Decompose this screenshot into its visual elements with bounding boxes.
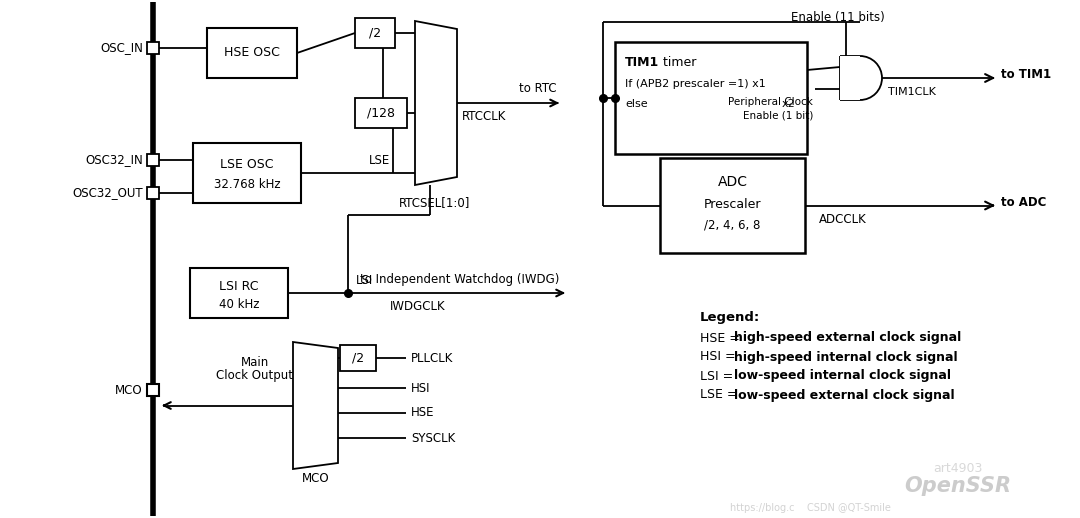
Text: low-speed internal clock signal: low-speed internal clock signal	[733, 369, 950, 382]
Text: Legend:: Legend:	[700, 311, 760, 324]
Text: OpenSSR: OpenSSR	[904, 476, 1012, 496]
Text: TIM1CLK: TIM1CLK	[888, 87, 936, 97]
Text: LSE =: LSE =	[700, 388, 742, 401]
Bar	[147, 42, 159, 54]
Bar	[660, 158, 805, 253]
Text: to TIM1: to TIM1	[1001, 68, 1051, 81]
Text: /2: /2	[369, 26, 381, 39]
Text: else: else	[625, 99, 648, 109]
Text: HSE OSC: HSE OSC	[224, 47, 280, 60]
Text: LSI =: LSI =	[700, 369, 738, 382]
Text: Main: Main	[241, 355, 269, 368]
Text: x2: x2	[781, 99, 795, 109]
Text: MCO: MCO	[301, 472, 329, 485]
Text: RTCCLK: RTCCLK	[462, 110, 507, 123]
Text: HSE: HSE	[411, 407, 434, 420]
Text: to Independent Watchdog (IWDG): to Independent Watchdog (IWDG)	[361, 274, 559, 286]
Text: PLLCLK: PLLCLK	[411, 352, 454, 365]
Text: HSI: HSI	[411, 381, 431, 395]
Text: ADCCLK: ADCCLK	[819, 213, 867, 226]
Text: OSC32_IN: OSC32_IN	[85, 153, 143, 166]
Bar	[147, 187, 159, 199]
Text: TIM1: TIM1	[625, 55, 659, 68]
Text: art4903: art4903	[933, 462, 983, 474]
Bar	[355, 98, 407, 128]
Text: Enable (1 bit): Enable (1 bit)	[743, 110, 813, 120]
Polygon shape	[840, 56, 882, 100]
Text: /128: /128	[367, 107, 395, 120]
Text: to ADC: to ADC	[1001, 196, 1047, 209]
Bar	[190, 268, 288, 318]
Text: /2: /2	[352, 352, 364, 365]
Text: OSC_IN: OSC_IN	[100, 41, 143, 54]
Text: 40 kHz: 40 kHz	[219, 297, 259, 310]
Bar	[355, 18, 395, 48]
Text: HSI =: HSI =	[700, 351, 740, 364]
Text: 32.768 kHz: 32.768 kHz	[214, 179, 281, 192]
Text: Peripheral Clock: Peripheral Clock	[728, 97, 813, 107]
Text: low-speed external clock signal: low-speed external clock signal	[733, 388, 954, 401]
Bar	[193, 143, 301, 203]
Text: Enable (11 bits): Enable (11 bits)	[792, 11, 885, 24]
Text: If (APB2 prescaler =1) x1: If (APB2 prescaler =1) x1	[625, 79, 766, 89]
Text: OSC32_OUT: OSC32_OUT	[72, 186, 143, 199]
Text: RTCSEL[1:0]: RTCSEL[1:0]	[400, 196, 471, 209]
Text: /2, 4, 6, 8: /2, 4, 6, 8	[704, 219, 760, 232]
Text: MCO: MCO	[116, 383, 143, 396]
Text: LSE OSC: LSE OSC	[220, 159, 273, 171]
Text: timer: timer	[659, 55, 697, 68]
Bar	[340, 345, 376, 371]
Text: HSE =: HSE =	[700, 332, 744, 344]
Text: Clock Output: Clock Output	[216, 369, 294, 382]
Text: LSI RC: LSI RC	[219, 280, 259, 293]
Bar	[207, 28, 297, 78]
Text: high-speed internal clock signal: high-speed internal clock signal	[733, 351, 957, 364]
Text: LSI: LSI	[356, 274, 374, 286]
Bar	[147, 384, 159, 396]
Text: high-speed external clock signal: high-speed external clock signal	[733, 332, 961, 344]
Text: https://blog.c    CSDN @QT-Smile: https://blog.c CSDN @QT-Smile	[730, 503, 890, 513]
Bar	[147, 154, 159, 166]
Text: SYSCLK: SYSCLK	[411, 431, 456, 444]
Text: LSE: LSE	[369, 154, 391, 167]
Polygon shape	[415, 21, 457, 185]
Text: ADC: ADC	[717, 175, 747, 189]
Text: IWDGCLK: IWDGCLK	[390, 299, 446, 312]
Text: Prescaler: Prescaler	[704, 197, 761, 210]
Polygon shape	[293, 342, 338, 469]
Bar	[615, 42, 807, 154]
Text: to RTC: to RTC	[519, 82, 557, 95]
